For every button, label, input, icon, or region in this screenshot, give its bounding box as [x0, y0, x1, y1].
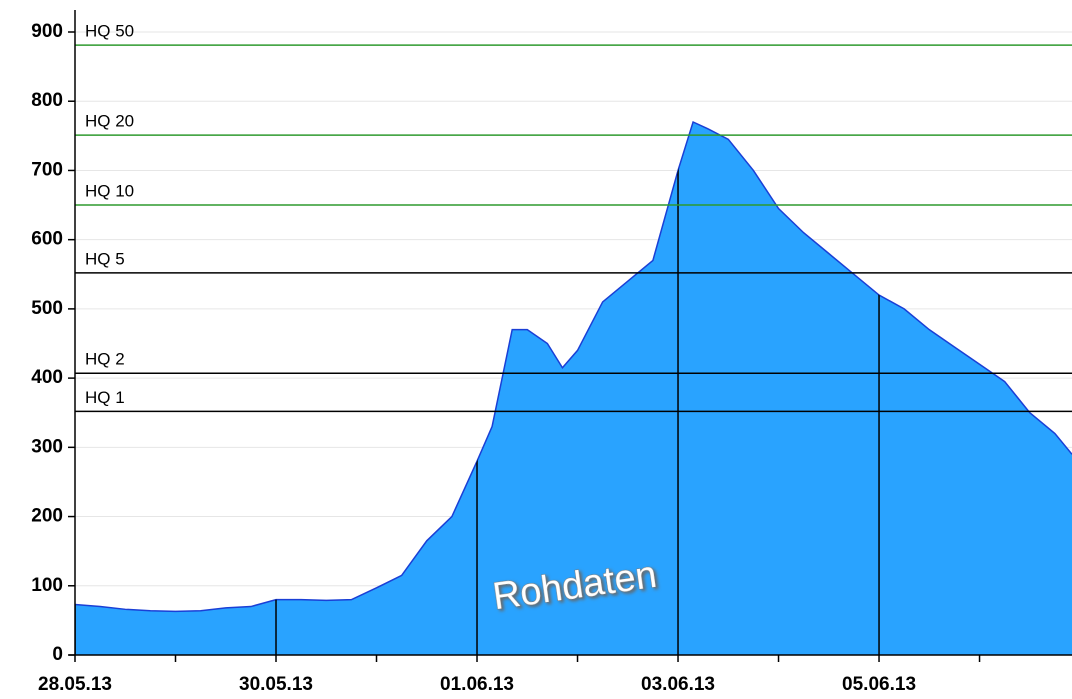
threshold-label: HQ 50 [85, 22, 134, 41]
y-tick-label: 0 [52, 644, 63, 665]
y-tick-label: 800 [31, 90, 63, 111]
threshold-label: HQ 5 [85, 249, 125, 268]
x-tick-label: 05.06.13 [842, 674, 916, 695]
y-tick-label: 400 [31, 367, 63, 388]
threshold-label: HQ 10 [85, 182, 134, 201]
x-tick-label: 28.05.13 [38, 674, 112, 695]
y-tick-label: 900 [31, 21, 63, 42]
y-tick-label: 600 [31, 229, 63, 250]
area [75, 121, 1072, 655]
x-tick-label: 03.06.13 [641, 674, 715, 695]
area-line [74, 120, 1072, 613]
threshold-label: HQ 2 [85, 350, 125, 369]
y-tick-label: 200 [31, 506, 63, 527]
y-tick-label: 700 [31, 159, 63, 180]
y-tick-label: 500 [31, 298, 63, 319]
threshold-label: HQ 20 [85, 112, 134, 131]
x-tick-label: 01.06.13 [440, 674, 514, 695]
y-tick-label: 100 [31, 575, 63, 596]
threshold-label: HQ 1 [85, 388, 125, 407]
y-tick-label: 300 [31, 436, 63, 457]
x-tick-label: 30.05.13 [239, 674, 313, 695]
